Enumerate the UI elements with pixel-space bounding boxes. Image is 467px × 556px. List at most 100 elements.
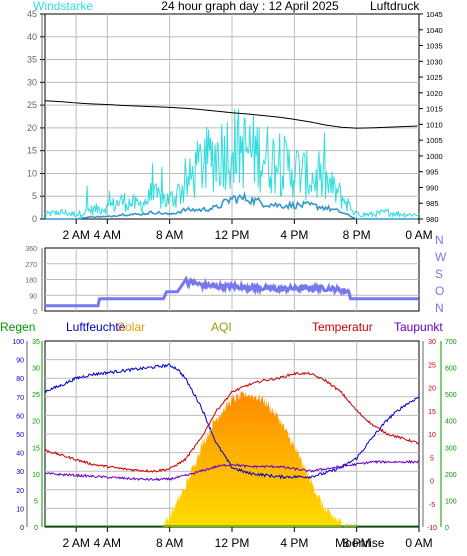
wind-x-label: 12 PM: [215, 228, 250, 242]
wind-axis-x: 2 AM 4 AM 8 AM 12 PM 4 PM 8 PM 0 AM: [62, 219, 433, 242]
humidity-tick-label: 80: [16, 376, 24, 383]
solar-tick-label: 200: [445, 472, 457, 479]
climate-x-label: 8 AM: [156, 536, 183, 550]
climate-x-label: 4 AM: [94, 536, 121, 550]
rain-tick-label: 35: [32, 339, 40, 346]
humidity-tick-label: 70: [16, 395, 24, 402]
pressure-tick-label: 1040: [426, 26, 443, 35]
solar-series: [45, 390, 419, 527]
humidity-tick-label: 60: [16, 413, 24, 420]
rain-tick-label: 5: [34, 498, 38, 505]
wind-x-label: 8 AM: [156, 228, 183, 242]
humidity-tick-label: 100: [12, 339, 24, 346]
wind-x-label: 4 PM: [280, 228, 308, 242]
rain-tick-label: 10: [32, 472, 40, 479]
pressure-tick-label: 995: [426, 168, 439, 177]
climate-x-label: 8 PM: [343, 536, 371, 550]
temperature-tick-label: 0: [430, 479, 434, 486]
wind-tick-label: 30: [27, 77, 37, 87]
wind-title: Windstarke: [33, 0, 93, 13]
pressure-tick-label: 1000: [426, 152, 443, 161]
temperature-tick-label: 15: [428, 409, 436, 416]
humidity-tick-label: 10: [16, 506, 24, 513]
pressure-tick-label: 1015: [426, 105, 443, 114]
pressure-tick-label: 1010: [426, 120, 443, 129]
wind-tick-label: 0: [32, 214, 37, 224]
pressure-tick-label: 1025: [426, 73, 443, 82]
pressure-tick-label: 1035: [426, 42, 443, 51]
wind-tick-label: 45: [27, 9, 37, 19]
pressure-title: Luftdruck: [370, 0, 420, 13]
pressure-tick-label: 1030: [426, 57, 443, 66]
temperature-tick-label: 20: [428, 386, 436, 393]
direction-grid: [45, 248, 419, 311]
compass-label: W: [435, 250, 447, 264]
climate-x-label: 12 PM: [215, 536, 250, 550]
pressure-tick-label: 1020: [426, 89, 443, 98]
pressure-tick-label: 990: [426, 183, 439, 192]
compass-label: N: [435, 233, 444, 247]
wind-gust-series: [44, 108, 420, 219]
wind-x-label: 0 AM: [405, 228, 432, 242]
wind-x-label: 8 PM: [343, 228, 371, 242]
wind-x-label: 4 AM: [94, 228, 121, 242]
wind-tick-label: 15: [27, 146, 37, 156]
temperature-tick-label: -10: [427, 525, 437, 532]
humidity-tick-label: 90: [16, 358, 24, 365]
legend-regen: Regen: [0, 320, 35, 334]
pressure-tick-label: 985: [426, 199, 439, 208]
temperature-tick-label: -5: [429, 502, 435, 509]
wind-tick-label: 35: [27, 55, 37, 65]
wind-tick-label: 10: [27, 168, 37, 178]
humidity-series: [44, 363, 420, 480]
rain-tick-label: 20: [32, 419, 40, 426]
pressure-tick-label: 1045: [426, 10, 443, 19]
legend-temperatur: Temperatur: [312, 320, 373, 334]
wind-x-label: 2 AM: [62, 228, 89, 242]
wind-tick-label: 25: [27, 100, 37, 110]
direction-tick-label: 0: [33, 309, 37, 316]
wind-tick-label: 40: [27, 32, 37, 42]
humidity-tick-label: 30: [16, 469, 24, 476]
climate-x-label: 0 AM: [405, 536, 432, 550]
direction-axis-left: 360 270 180 90 0: [25, 246, 43, 316]
solar-tick-label: 400: [445, 419, 457, 426]
temperature-tick-label: 10: [428, 432, 436, 439]
direction-series: [45, 275, 419, 308]
climate-x-label: 4 PM: [280, 536, 308, 550]
solar-tick-label: 0: [445, 525, 449, 532]
pressure-axis-right: 1045 1040 1035 1030 1025 1020 1015 1010 1005 1000…: [419, 10, 443, 224]
humidity-tick-label: 20: [16, 488, 24, 495]
temperature-series: [44, 371, 420, 473]
legend-taupunkt: Taupunkt: [394, 320, 443, 334]
wind-axis-left: 45 40 35 30 25 20 15 10 5 0: [27, 9, 45, 224]
humidity-tick-label: 50: [16, 432, 24, 439]
temperature-tick-label: 5: [430, 455, 434, 462]
legend-luftfeuchte: Luftfeuchte: [66, 320, 126, 334]
rain-tick-label: 0: [34, 525, 38, 532]
rain-tick-label: 25: [32, 392, 40, 399]
compass-label: S: [435, 267, 443, 281]
temperature-tick-label: 25: [428, 362, 436, 369]
climate-series: [44, 363, 420, 527]
legend-aqi: AQI: [211, 320, 232, 334]
direction-tick-label: 180: [25, 278, 37, 285]
chart-title: 24 hour graph day : 12 April 2025: [161, 0, 339, 13]
wind-grid: [45, 14, 419, 219]
moonrise-label: Moonrise: [335, 536, 385, 550]
compass-label: N: [435, 301, 444, 315]
solar-tick-label: 500: [445, 392, 457, 399]
humidity-tick-label: 0: [20, 525, 24, 532]
wind-pressure-series: [44, 100, 420, 220]
wind-tick-label: 20: [27, 123, 37, 133]
dewpoint-series: [44, 459, 420, 482]
temperature-tick-label: 30: [428, 339, 436, 346]
solar-tick-label: 100: [445, 498, 457, 505]
humidity-tick-label: 40: [16, 451, 24, 458]
direction-tick-label: 90: [29, 293, 37, 300]
wind-average-series: [45, 191, 418, 220]
climate-axis-x: 2 AM 4 AM 8 AM 12 PM 4 PM 8 PM 0 AM: [62, 527, 433, 550]
direction-series: [45, 275, 419, 308]
climate-axes: 1009080706050403020100353025201510503025…: [12, 339, 456, 532]
